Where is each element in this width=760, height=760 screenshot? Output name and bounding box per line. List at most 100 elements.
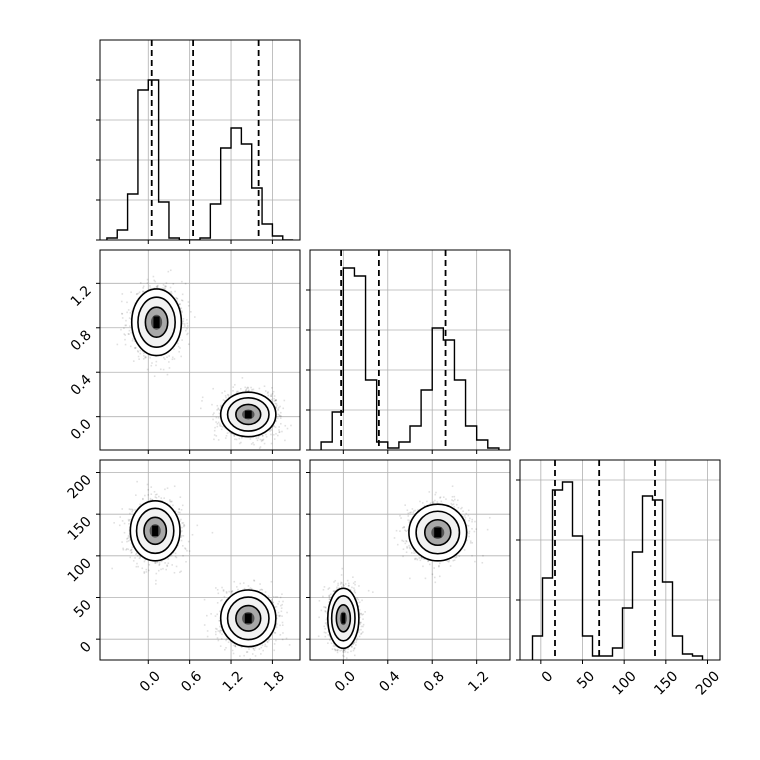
scatter-point bbox=[277, 408, 279, 410]
scatter-point bbox=[137, 565, 139, 568]
scatter-point bbox=[244, 386, 247, 389]
scatter-point bbox=[278, 431, 280, 434]
scatter-point bbox=[180, 518, 182, 521]
scatter-point bbox=[176, 297, 178, 300]
scatter-point bbox=[148, 354, 151, 357]
scatter-point bbox=[226, 393, 229, 396]
histogram-bin bbox=[633, 552, 643, 660]
scatter-point bbox=[126, 538, 128, 540]
scatter-point bbox=[215, 421, 217, 423]
scatter-point bbox=[217, 408, 220, 411]
scatter-point bbox=[238, 442, 241, 445]
histogram-bin bbox=[673, 636, 683, 660]
scatter-point bbox=[169, 269, 172, 272]
scatter-point bbox=[139, 349, 142, 352]
scatter-point bbox=[219, 424, 221, 427]
scatter-point bbox=[137, 355, 140, 358]
histogram-step bbox=[106, 79, 294, 240]
scatter-point bbox=[253, 443, 255, 446]
scatter-point bbox=[216, 602, 219, 604]
scatter-point bbox=[232, 433, 235, 436]
scatter-point bbox=[214, 627, 217, 630]
axes-frame bbox=[309, 249, 511, 451]
scatter-point bbox=[241, 436, 243, 439]
scatter-point bbox=[171, 500, 173, 503]
scatter-point bbox=[166, 564, 168, 567]
scatter-point bbox=[274, 426, 277, 429]
scatter-point bbox=[139, 503, 141, 506]
scatter-point bbox=[183, 525, 185, 528]
scatter-point bbox=[246, 386, 249, 389]
scatter-point bbox=[216, 628, 218, 630]
scatter-point bbox=[216, 404, 219, 407]
scatter-point bbox=[270, 580, 273, 583]
scatter-point bbox=[251, 653, 254, 655]
scatter-point bbox=[167, 270, 170, 273]
scatter-point bbox=[158, 563, 161, 566]
scatter-point bbox=[180, 310, 183, 312]
scatter-point bbox=[142, 290, 144, 293]
scatter-point bbox=[225, 639, 227, 642]
scatter-point bbox=[245, 389, 247, 392]
scatter-point bbox=[164, 562, 166, 564]
scatter-point bbox=[155, 572, 158, 575]
scatter-point bbox=[149, 285, 151, 287]
scatter-point bbox=[262, 649, 264, 652]
scatter-point bbox=[165, 568, 167, 571]
scatter-point bbox=[199, 407, 202, 410]
scatter-point bbox=[281, 638, 284, 641]
histogram-bin bbox=[533, 636, 543, 660]
scatter-point bbox=[146, 368, 149, 371]
scatter-point bbox=[255, 437, 258, 439]
scatter-point bbox=[220, 405, 222, 408]
scatter-point bbox=[243, 654, 245, 657]
scatter-point bbox=[275, 399, 277, 401]
panel-hist-2: 0 50 100 150 200 bbox=[516, 459, 723, 699]
scatter-point bbox=[219, 404, 222, 407]
scatter-point bbox=[130, 549, 132, 551]
scatter-point bbox=[240, 646, 243, 648]
scatter-point bbox=[128, 317, 131, 319]
scatter-point bbox=[124, 343, 127, 346]
scatter-point bbox=[196, 524, 199, 527]
scatter-point bbox=[282, 407, 285, 410]
scatter-point bbox=[135, 565, 138, 568]
scatter-point bbox=[180, 307, 183, 310]
scatter-point bbox=[237, 390, 239, 393]
scatter-point bbox=[162, 284, 165, 286]
scatter-point bbox=[128, 533, 131, 535]
scatter-point bbox=[230, 432, 232, 434]
x-tick-label: 150 bbox=[651, 668, 681, 698]
density-contour bbox=[144, 306, 169, 339]
scatter-point bbox=[125, 324, 128, 327]
scatter-point bbox=[187, 332, 189, 335]
scatter-point bbox=[273, 395, 276, 397]
scatter-point bbox=[225, 592, 228, 594]
scatter-point bbox=[150, 364, 153, 367]
scatter-point bbox=[206, 614, 208, 617]
scatter-point bbox=[263, 385, 266, 388]
scatter-point bbox=[277, 434, 279, 437]
scatter-point bbox=[222, 590, 225, 592]
scatter-point bbox=[164, 285, 166, 287]
scatter-point bbox=[130, 548, 133, 551]
scatter-point bbox=[264, 390, 267, 392]
scatter-point bbox=[135, 293, 138, 296]
axes-frame bbox=[519, 459, 721, 661]
scatter-point bbox=[284, 439, 286, 442]
histogram-bin bbox=[354, 276, 365, 450]
scatter-point bbox=[226, 432, 229, 434]
scatter-point bbox=[129, 512, 131, 515]
scatter-point bbox=[159, 368, 162, 371]
scatter-point bbox=[181, 530, 183, 532]
scatter-point bbox=[173, 485, 176, 488]
scatter-point bbox=[278, 426, 280, 428]
scatter-point bbox=[144, 356, 146, 359]
x-tick-label: 200 bbox=[693, 668, 723, 698]
scatter-point bbox=[120, 328, 122, 331]
scatter-point bbox=[260, 588, 263, 591]
scatter-point bbox=[179, 347, 181, 349]
scatter-point bbox=[184, 547, 186, 549]
scatter-point bbox=[235, 586, 238, 588]
scatter-point bbox=[177, 544, 179, 547]
